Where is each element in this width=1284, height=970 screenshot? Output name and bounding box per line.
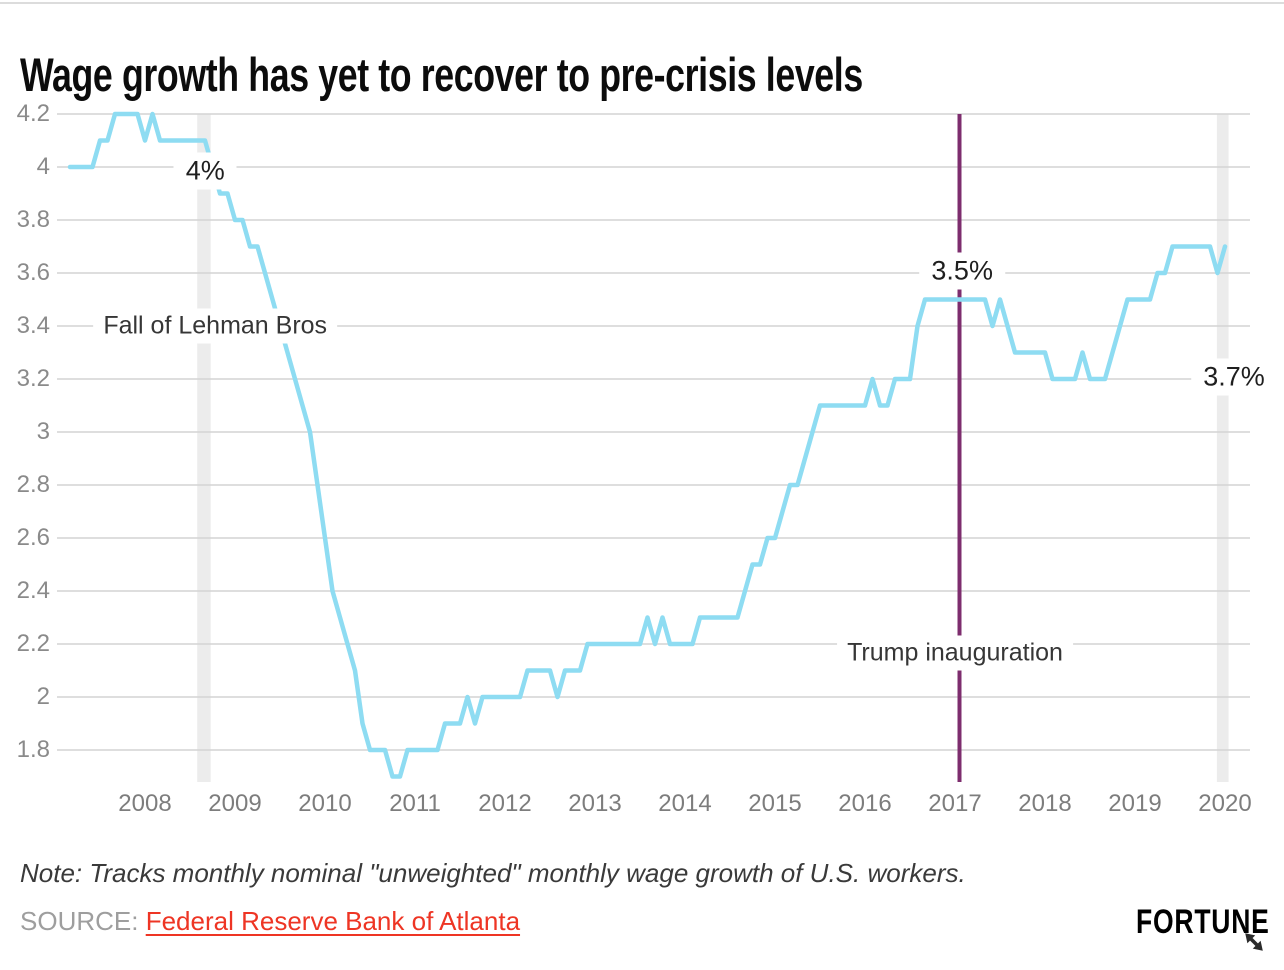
top-border xyxy=(0,2,1284,4)
y-axis-tick-label: 4.2 xyxy=(16,100,50,127)
chart-note: Note: Tracks monthly nominal "unweighted… xyxy=(20,858,966,888)
y-axis-tick-label: 2.2 xyxy=(16,630,50,657)
x-axis-tick-label: 2013 xyxy=(568,790,622,817)
x-axis-tick-label: 2019 xyxy=(1108,790,1162,817)
x-axis-tick-label: 2016 xyxy=(838,790,892,817)
y-axis-tick-label: 2.6 xyxy=(16,524,50,551)
x-axis-tick-label: 2011 xyxy=(389,790,441,817)
y-axis-tick-label: 3.4 xyxy=(16,312,50,339)
source-label: SOURCE: xyxy=(20,906,139,936)
y-axis-tick-label: 3.2 xyxy=(16,365,50,392)
annotation-ann-37pct: 3.7% xyxy=(1191,358,1277,396)
source-link[interactable]: Federal Reserve Bank of Atlanta xyxy=(145,906,521,936)
annotation-ann-4pct: 4% xyxy=(173,152,237,190)
annotation-ann-trump: Trump inauguration xyxy=(837,635,1073,671)
x-axis-tick-label: 2018 xyxy=(1018,790,1072,817)
wage-growth-series-line xyxy=(67,111,1228,779)
y-axis-tick-label: 1.8 xyxy=(16,736,50,763)
y-axis-tick-label: 2.8 xyxy=(16,471,50,498)
source-row: SOURCE: Federal Reserve Bank of Atlanta xyxy=(20,906,520,937)
x-axis-tick-label: 2020 xyxy=(1198,790,1252,817)
y-axis-tick-label: 4 xyxy=(36,153,50,180)
x-axis-tick-label: 2008 xyxy=(118,790,172,817)
y-axis-tick-label: 2 xyxy=(36,683,50,710)
x-axis-tick-label: 2009 xyxy=(208,790,262,817)
y-axis-tick-label: 2.4 xyxy=(16,577,50,604)
latest-data-band xyxy=(1216,114,1229,782)
annotation-ann-35pct: 3.5% xyxy=(919,252,1005,290)
y-axis-tick-label: 3.6 xyxy=(16,259,50,286)
y-axis-tick-label: 3.8 xyxy=(16,206,50,233)
x-axis-tick-label: 2014 xyxy=(658,790,712,817)
y-axis-tick-label: 3 xyxy=(36,418,50,445)
resize-cursor-icon xyxy=(1245,933,1263,951)
wage-growth-line-chart xyxy=(57,111,1250,782)
lehman-recession-band xyxy=(197,114,211,782)
x-axis-tick-label: 2017 xyxy=(928,790,982,817)
chart-title: Wage growth has yet to recover to pre-cr… xyxy=(20,48,863,102)
x-axis-tick-label: 2010 xyxy=(298,790,352,817)
x-axis-tick-label: 2015 xyxy=(748,790,802,817)
annotation-ann-lehman: Fall of Lehman Bros xyxy=(93,308,338,344)
x-axis-tick-label: 2012 xyxy=(478,790,532,817)
